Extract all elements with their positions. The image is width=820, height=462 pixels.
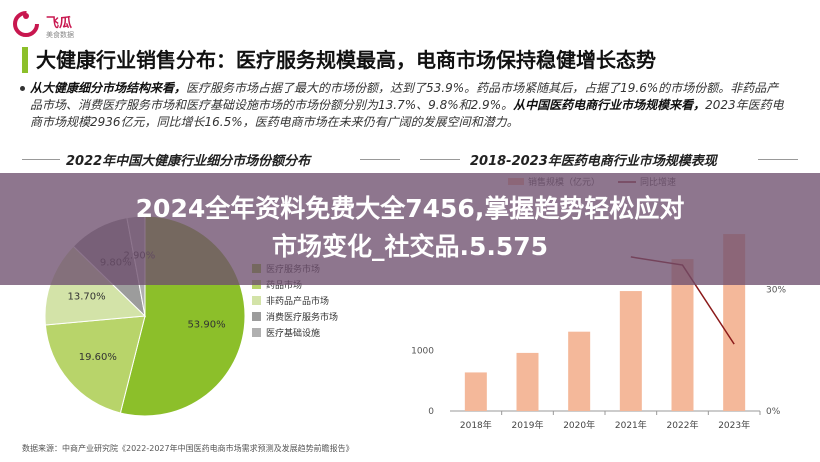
desc-bold-1: 从大健康细分市场结构来看， bbox=[30, 81, 187, 95]
desc-text-1: 医疗服务市场占据了最大的市场份额，达到了53.9%。药品市场紧随其后，占据了19… bbox=[30, 81, 779, 112]
bar bbox=[516, 352, 539, 411]
bar bbox=[619, 291, 642, 411]
bullet-icon bbox=[20, 86, 25, 91]
x-tick-label: 2023年 bbox=[718, 419, 750, 431]
desc-bold-2: 从中国医药电商行业市场规模来看， bbox=[513, 98, 706, 112]
legend-swatch bbox=[252, 328, 261, 337]
overlay-banner bbox=[0, 173, 820, 285]
logo-icon bbox=[13, 11, 39, 37]
legend-swatch bbox=[252, 312, 261, 321]
logo-name: 飞瓜 bbox=[46, 16, 73, 31]
banner-line-1: 2024全年资料免费大全7456,掌握趋势轻松应对 bbox=[135, 194, 685, 223]
banner-line-2: 市场变化_社交品.5.575 bbox=[271, 232, 549, 261]
legend-swatch bbox=[252, 296, 261, 305]
desc-text-2: 2023年医药电商市场规模2936亿元，同比增长16.5%，医药电商市场在未来仍… bbox=[30, 98, 784, 129]
bar-chart-title: 2018-2023年医药电商行业市场规模表现 bbox=[470, 154, 717, 169]
pie-chart-title: 2022年中国大健康行业细分市场份额分布 bbox=[66, 154, 311, 169]
page-title: 大健康行业销售分布：医疗服务规模最高，电商市场保持稳健增长态势 bbox=[36, 48, 656, 72]
y2-tick-label: 0% bbox=[766, 407, 781, 417]
source-note: 数据来源：中商产业研究院《2022-2027年中国医药电商市场需求预测及发展趋势… bbox=[22, 444, 354, 453]
pie-value-label: 19.60% bbox=[79, 352, 117, 363]
bar bbox=[568, 331, 591, 411]
legend-label: 消费医疗服务市场 bbox=[266, 311, 338, 323]
y-tick-label: 0 bbox=[428, 407, 434, 417]
x-tick-label: 2022年 bbox=[667, 419, 699, 431]
x-tick-label: 2021年 bbox=[615, 419, 647, 431]
y-tick-label: 1000 bbox=[411, 347, 434, 357]
title-accent-bar bbox=[22, 47, 28, 73]
brand-logo: 飞瓜 美食数据 bbox=[12, 8, 132, 42]
logo-subtitle: 美食数据 bbox=[46, 31, 74, 39]
legend-label: 医疗基础设施 bbox=[266, 327, 320, 339]
pie-slice bbox=[44, 315, 146, 414]
x-tick-label: 2019年 bbox=[512, 419, 544, 431]
bar bbox=[464, 372, 487, 411]
description: 从大健康细分市场结构来看，医疗服务市场占据了最大的市场份额，达到了53.9%。药… bbox=[30, 80, 790, 131]
pie-value-label: 53.90% bbox=[187, 320, 225, 331]
divider-line bbox=[420, 159, 460, 160]
banner-text: 2024全年资料免费大全7456,掌握趋势轻松应对 市场变化_社交品.5.575 bbox=[0, 190, 820, 266]
divider-line bbox=[360, 159, 400, 160]
bar bbox=[671, 259, 694, 411]
x-tick-label: 2018年 bbox=[460, 419, 492, 431]
pie-value-label: 13.70% bbox=[68, 291, 106, 302]
divider-line bbox=[22, 159, 60, 160]
x-tick-label: 2020年 bbox=[563, 419, 595, 431]
legend-label: 非药品产品市场 bbox=[266, 295, 329, 307]
y2-tick-label: 30% bbox=[766, 285, 786, 295]
divider-line bbox=[758, 159, 798, 160]
